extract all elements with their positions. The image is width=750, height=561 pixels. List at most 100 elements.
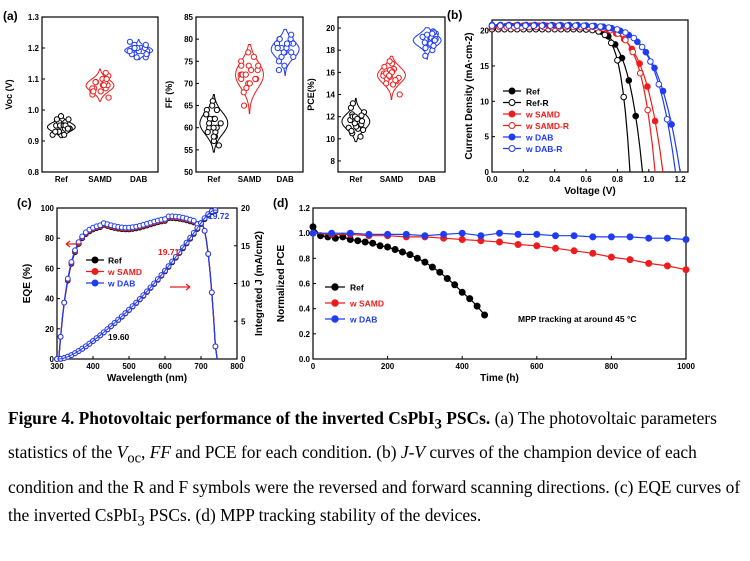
arrow-right [170, 283, 191, 291]
y-axis-c-tick-label: 0 [50, 355, 55, 364]
data-point-a1 [64, 125, 72, 132]
mpp-point [533, 230, 541, 238]
data-point-a1 [103, 75, 110, 83]
x-tick-label-a1: DAB [130, 175, 148, 184]
legend-marker [508, 145, 516, 152]
data-point-a2 [213, 106, 220, 114]
mpp-point [413, 254, 421, 262]
y-axis-c-tick-label: 40 [45, 295, 54, 304]
data-point-a2 [242, 71, 249, 78]
mpp-point [626, 233, 634, 241]
x-axis-d-tick-label: 800 [605, 362, 619, 371]
y-axis-b-tick-label: 5 [485, 133, 490, 142]
legend-marker [331, 283, 339, 291]
data-point-a3 [431, 37, 438, 44]
data-point-a2 [203, 111, 210, 118]
x-axis-c-tick-label: 700 [194, 362, 208, 371]
data-point-a2 [288, 31, 295, 38]
data-point-a1 [142, 41, 149, 49]
jv-point [530, 22, 538, 30]
y-axis-d-tick-label: 0.6 [299, 280, 311, 289]
data-point-a2 [238, 62, 245, 69]
y-axis-b-tick-label: 20 [480, 27, 489, 36]
data-point-a2 [206, 120, 213, 127]
violin-a2 [199, 94, 229, 153]
mpp-point [663, 262, 671, 270]
data-point-a3 [424, 31, 431, 38]
panel-label-d: (d) [273, 196, 288, 210]
mpp-point [428, 263, 436, 271]
data-point-a2 [240, 102, 248, 109]
mpp-point [496, 238, 503, 246]
data-point-a2 [275, 58, 282, 65]
eqe-point [190, 217, 197, 224]
x-axis-title-c: Wavelength (nm) [107, 373, 187, 384]
data-point-a3 [381, 63, 388, 70]
legend-label: Ref [350, 283, 364, 293]
mpp-point [421, 258, 429, 266]
data-point-a2 [248, 67, 255, 74]
jv-line [492, 24, 681, 173]
jv-point [629, 48, 637, 56]
legend-label: w DAB-R [525, 144, 562, 154]
data-point-a1 [126, 48, 133, 55]
jv-point [580, 22, 588, 30]
jv-point [638, 43, 646, 51]
mpp-point [376, 242, 384, 250]
mpp-point [514, 241, 522, 248]
y-axis-c-tick-label: 60 [45, 264, 54, 273]
jv-point [497, 22, 504, 30]
x-axis-b-tick-label: 1.2 [675, 175, 687, 184]
data-point-a2 [274, 44, 281, 52]
y-axis-a3-tick-label: 8 [331, 157, 336, 166]
data-point-a2 [250, 53, 257, 61]
violin-a3 [376, 55, 407, 100]
x-axis-d-tick-label: 400 [456, 362, 470, 371]
legend-label: w DAB [525, 133, 553, 143]
data-point-a3 [386, 72, 393, 79]
mpp-point [481, 311, 489, 319]
jv-point [505, 22, 513, 30]
data-point-a2 [209, 102, 216, 109]
mpp-point [309, 223, 317, 231]
y-axis-title-a2: FF (%) [164, 81, 174, 109]
x-tick-label-a2: DAB [276, 175, 294, 184]
mpp-point [589, 249, 597, 257]
eqe-point [57, 333, 64, 340]
y-axis-a1-tick-label: 1.1 [28, 75, 40, 84]
legend-label: w SAMD [107, 267, 142, 277]
jv-point [607, 39, 615, 47]
legend-label: w SAMD [349, 299, 384, 309]
mpp-point [361, 238, 369, 246]
legend-label: Ref [526, 87, 540, 97]
plot-frame-b [491, 19, 689, 173]
mpp-point [473, 302, 481, 310]
jv-point [644, 83, 651, 90]
data-point-a2 [275, 67, 282, 74]
x-axis-c-tick-label: 400 [86, 362, 100, 371]
y-axis-a2-tick-label: 75 [184, 57, 193, 66]
mpp-point [421, 232, 429, 240]
y-axis-a2-tick-label: 55 [184, 146, 193, 155]
jv-point [614, 57, 621, 64]
legend-label: w DAB [349, 315, 377, 325]
arrow-left [65, 240, 82, 248]
x-axis-d-tick-label: 200 [381, 362, 395, 371]
mpp-point [436, 268, 444, 276]
jv-point [644, 106, 652, 114]
y-axis-title-c: EQE (%) [22, 264, 33, 303]
jv-point [613, 26, 621, 33]
jv-point [513, 22, 521, 30]
x-tick-label-a1: Ref [55, 175, 68, 184]
annotation-19-60: 19.60 [108, 332, 130, 342]
jv-point [555, 22, 563, 30]
y2-axis-c-tick-label: 0 [241, 355, 246, 364]
y-axis-a3-tick-label: 10 [326, 135, 335, 144]
jv-point [668, 121, 675, 128]
jv-point [563, 22, 571, 30]
mpp-point [589, 233, 597, 241]
jv-point [547, 22, 554, 30]
mpp-point [682, 266, 690, 274]
y-axis-a1-tick-label: 0.8 [28, 168, 40, 177]
legend-label: Ref-R [526, 98, 549, 108]
